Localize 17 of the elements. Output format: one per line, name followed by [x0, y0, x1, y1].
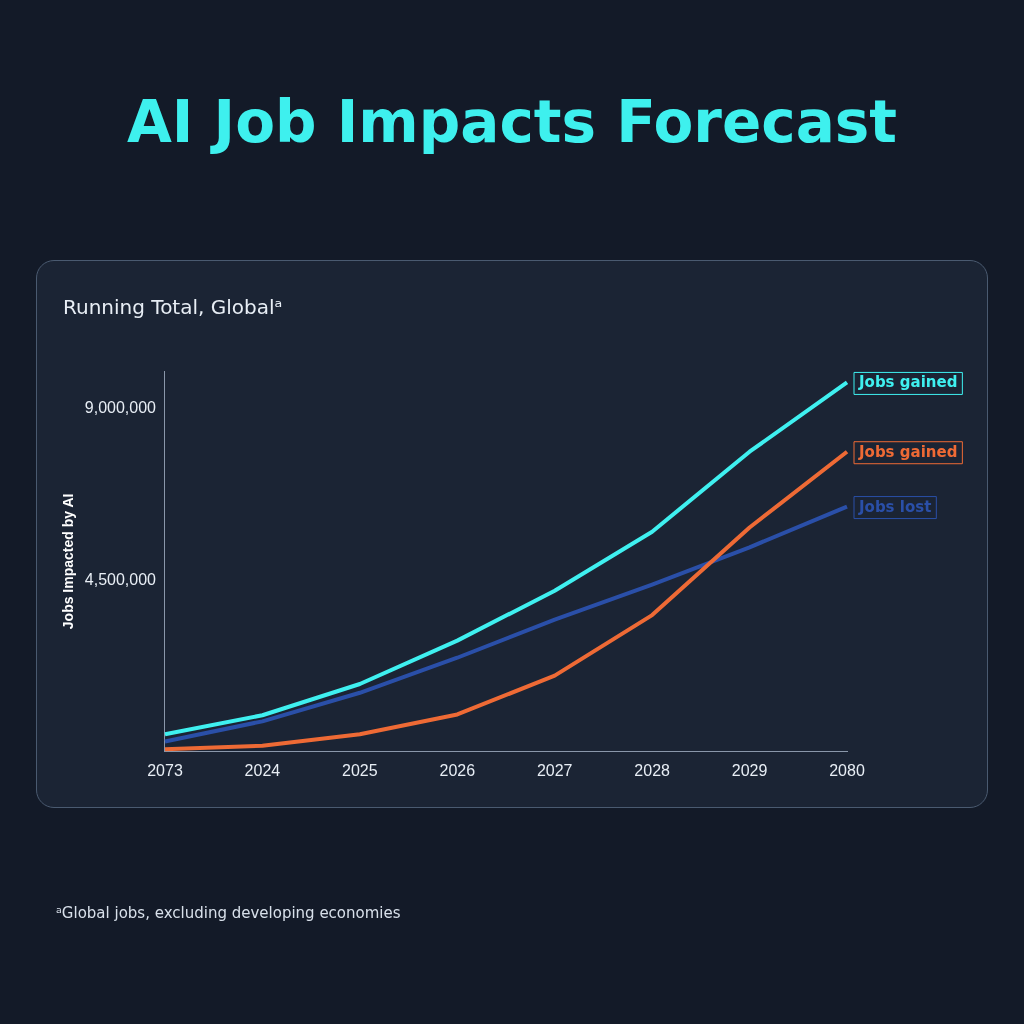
x-tick-label: 2028 — [634, 761, 671, 779]
series-label: Jobs gained — [858, 442, 958, 461]
series-label: Jobs lost — [858, 497, 932, 516]
x-tick-label: 2029 — [731, 761, 768, 779]
y-tick-label: 4,500,000 — [84, 570, 157, 588]
x-tick-label: 2026 — [439, 761, 476, 779]
x-tick-label: 2080 — [829, 761, 865, 779]
chart-title: AI Job Impacts Forecast — [125, 88, 899, 156]
x-tick-label: 2024 — [244, 761, 281, 779]
series-label: Jobs gained — [858, 373, 958, 392]
x-tick-label: 2073 — [147, 761, 183, 779]
y-axis-title: Jobs Impacted by AI — [60, 493, 77, 630]
text: ᵃGlobal jobs, excluding developing economies — [56, 904, 401, 922]
x-tick-label: 2027 — [536, 761, 573, 779]
y-tick-label: 9,000,000 — [84, 399, 157, 417]
chart-subtitle: Running Total, Globalᵃ — [63, 295, 283, 319]
x-tick-label: 2025 — [342, 761, 378, 779]
